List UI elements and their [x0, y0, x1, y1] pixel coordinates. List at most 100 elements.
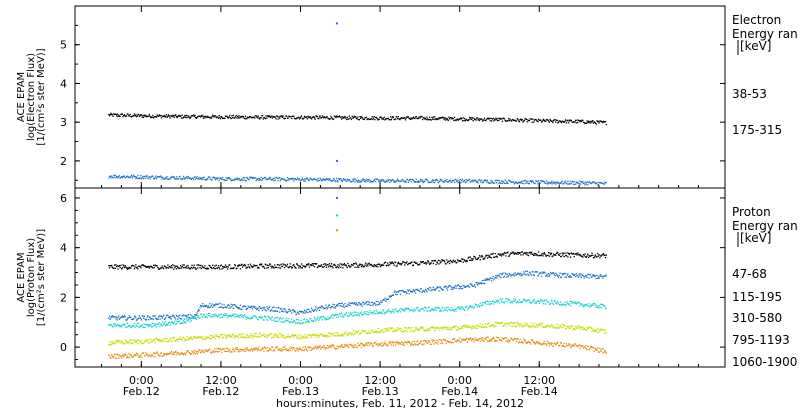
data-point	[242, 115, 244, 118]
data-point	[167, 353, 170, 355]
data-point	[109, 318, 111, 321]
data-point	[146, 115, 148, 117]
data-point	[436, 262, 439, 264]
data-point	[594, 254, 597, 256]
data-point	[367, 179, 370, 181]
data-point	[274, 310, 276, 312]
data-point	[289, 336, 291, 338]
data-point	[159, 115, 161, 117]
data-point	[153, 323, 155, 325]
data-point	[483, 117, 486, 119]
data-point	[229, 115, 231, 117]
data-point	[193, 115, 195, 118]
data-point	[246, 347, 249, 349]
data-point	[497, 337, 499, 339]
data-point	[239, 304, 242, 306]
data-point	[539, 322, 541, 324]
data-point	[552, 255, 554, 257]
data-point	[547, 119, 549, 121]
data-point	[543, 252, 545, 254]
data-point	[483, 326, 486, 328]
data-point	[426, 309, 428, 312]
data-point	[602, 253, 605, 255]
data-point	[544, 182, 546, 184]
data-point	[268, 307, 270, 309]
data-point	[171, 353, 173, 355]
data-point	[387, 298, 389, 300]
data-point	[173, 322, 175, 324]
data-point	[493, 324, 495, 326]
data-point	[274, 116, 276, 118]
data-point	[216, 178, 218, 180]
data-point	[467, 257, 469, 259]
data-point	[198, 349, 200, 351]
data-point	[536, 254, 538, 256]
data-point	[571, 325, 573, 328]
data-point	[108, 115, 111, 117]
data-point	[194, 316, 196, 319]
data-point	[593, 121, 595, 123]
data-point	[161, 341, 163, 343]
data-point	[592, 257, 595, 259]
data-point	[530, 339, 533, 341]
data-point	[261, 316, 263, 318]
data-point	[154, 342, 156, 344]
data-point	[396, 265, 398, 267]
data-point	[603, 121, 605, 123]
data-point	[561, 345, 563, 348]
data-point	[359, 312, 361, 314]
data-point	[180, 117, 183, 119]
data-point	[277, 180, 279, 182]
data-point	[572, 344, 574, 346]
data-point	[481, 302, 484, 304]
data-point	[214, 303, 217, 305]
data-point	[177, 177, 179, 180]
data-point	[283, 178, 285, 180]
data-point	[244, 348, 246, 350]
data-point	[212, 114, 214, 116]
data-point	[553, 181, 555, 183]
data-point	[457, 340, 459, 342]
data-point	[511, 338, 513, 341]
data-point	[430, 326, 432, 328]
data-point	[275, 176, 277, 179]
data-point	[312, 309, 314, 312]
data-point	[427, 287, 429, 290]
data-point	[493, 340, 496, 343]
data-point	[269, 116, 271, 119]
data-point	[560, 181, 563, 183]
data-point	[190, 266, 192, 269]
data-point	[233, 337, 235, 339]
data-point	[397, 178, 399, 180]
data-point	[330, 334, 332, 336]
data-point	[464, 338, 466, 340]
data-point	[251, 117, 253, 119]
data-point	[449, 180, 451, 182]
data-point	[140, 178, 143, 180]
data-point	[458, 288, 460, 290]
data-point	[543, 303, 545, 305]
data-point	[529, 272, 531, 274]
data-point	[473, 341, 475, 343]
data-point	[550, 182, 552, 184]
data-point	[354, 344, 356, 346]
data-point	[481, 337, 484, 339]
data-point	[593, 303, 595, 305]
data-point	[212, 350, 215, 352]
data-point	[485, 179, 487, 181]
data-point	[524, 274, 526, 276]
data-point	[126, 115, 128, 117]
data-point	[303, 318, 306, 320]
data-point	[437, 118, 439, 120]
data-point	[439, 178, 442, 180]
data-point	[227, 315, 229, 317]
data-point	[216, 116, 218, 118]
data-point	[565, 180, 567, 182]
data-point	[208, 264, 210, 267]
data-point	[325, 117, 327, 119]
data-point	[324, 179, 326, 182]
data-point	[183, 352, 185, 355]
data-point	[397, 115, 400, 118]
data-point	[338, 179, 340, 181]
data-point	[293, 178, 296, 180]
